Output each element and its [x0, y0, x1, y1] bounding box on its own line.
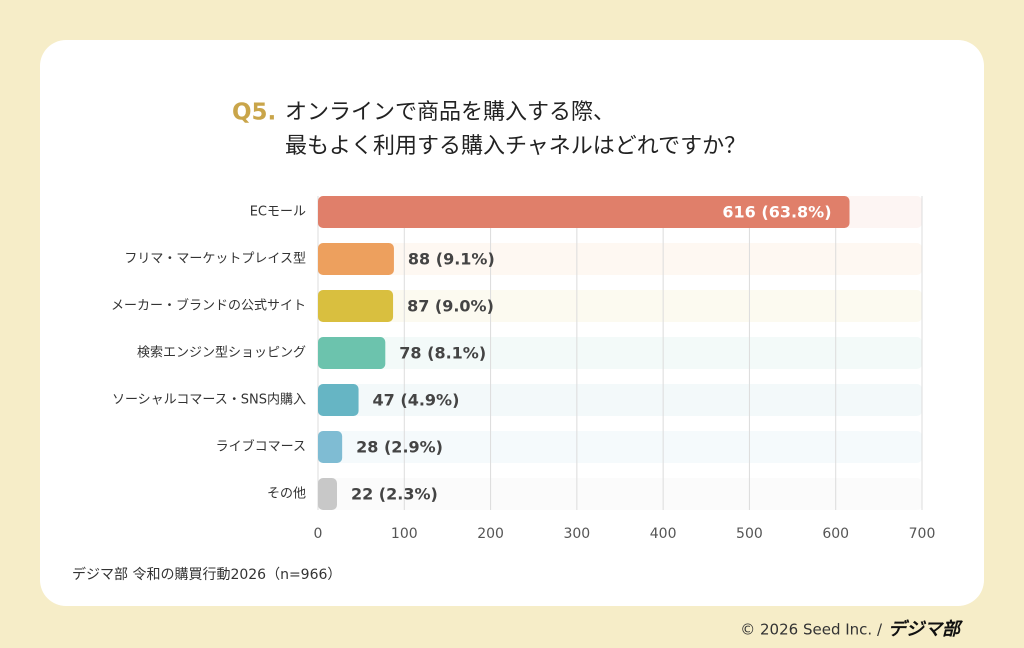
- value-label: 616 (63.8%): [722, 203, 831, 222]
- category-label: 検索エンジン型ショッピング: [137, 346, 306, 361]
- category-label: ライブコマース: [216, 439, 306, 455]
- bar: [318, 384, 359, 416]
- x-tick-label: 100: [391, 526, 418, 542]
- value-label: 22 (2.3%): [351, 485, 438, 504]
- x-tick-label: 700: [909, 526, 936, 542]
- category-label: その他: [267, 487, 306, 502]
- bar: [318, 290, 394, 322]
- bar-track: [318, 478, 922, 510]
- x-tick-label: 300: [563, 526, 590, 542]
- question-number: Q5.: [232, 100, 276, 126]
- bar: [318, 196, 850, 228]
- category-label: フリマ・マーケットプレイス型: [124, 252, 306, 267]
- x-tick-label: 0: [314, 526, 323, 542]
- value-label: 47 (4.9%): [373, 391, 460, 410]
- category-label: メーカー・ブランドの公式サイト: [111, 298, 306, 314]
- card: [40, 40, 984, 606]
- value-label: 88 (9.1%): [408, 250, 495, 269]
- x-tick-label: 400: [650, 526, 677, 542]
- bar-track: [318, 384, 922, 416]
- bar: [318, 337, 386, 369]
- value-label: 78 (8.1%): [399, 344, 486, 363]
- bar: [318, 431, 343, 463]
- bar: [318, 478, 337, 510]
- value-label: 28 (2.9%): [356, 438, 443, 457]
- bar-track: [318, 243, 922, 275]
- category-label: ソーシャルコマース・SNS内購入: [112, 392, 306, 408]
- value-label: 87 (9.0%): [407, 297, 494, 316]
- title-line: 最もよく利用する購入チャネルはどれですか？: [285, 134, 746, 159]
- logo: デジマ部: [888, 619, 963, 640]
- category-label: ECモール: [250, 205, 306, 220]
- bar-track: [318, 431, 922, 463]
- source: デジマ部 令和の購買行動2026（n=966）: [72, 566, 341, 583]
- x-tick-label: 200: [477, 526, 504, 542]
- bar-track: [318, 290, 922, 322]
- copyright: © 2026 Seed Inc. /: [740, 621, 883, 639]
- bar: [318, 243, 394, 275]
- x-tick-label: 500: [736, 526, 763, 542]
- x-tick-label: 600: [822, 526, 849, 542]
- bar-track: [318, 337, 922, 369]
- title-line: オンラインで商品を購入する際、: [285, 100, 615, 125]
